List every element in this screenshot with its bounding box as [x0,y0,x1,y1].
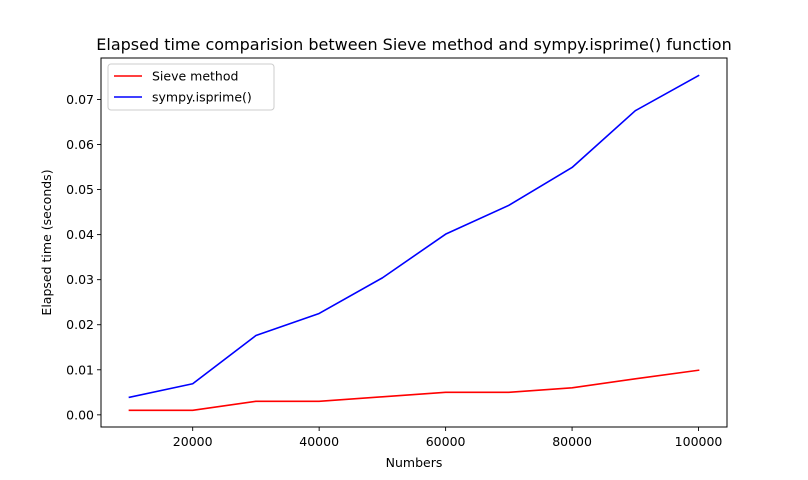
legend-label: sympy.isprime() [152,90,252,105]
x-tick-label: 20000 [173,434,213,449]
series-line-1 [128,369,700,412]
x-axis: 20000 40000 60000 80000 100000 [173,427,723,449]
y-tick-label: 0.01 [66,362,94,377]
x-tick-label: 80000 [552,434,592,449]
y-tick-label: 0.06 [66,137,94,152]
legend-label: Sieve method [152,69,238,84]
x-tick-label: 100000 [675,434,723,449]
y-tick-label: 0.03 [66,272,94,287]
y-tick-label: 0.05 [66,182,94,197]
y-tick-label: 0.02 [66,317,94,332]
y-tick-label: 0.07 [66,92,94,107]
plot-frame [100,57,728,428]
plot-area [128,74,700,412]
y-tick-label: 0.00 [66,407,94,422]
series-line-2 [128,74,700,399]
y-axis-label: Elapsed time (seconds) [39,169,54,315]
chart-title: Elapsed time comparision between Sieve m… [96,35,731,54]
legend: Sieve method sympy.isprime() [107,63,275,111]
x-axis-label: Numbers [386,455,443,470]
y-tick-label: 0.04 [66,227,94,242]
x-tick-label: 60000 [426,434,466,449]
legend-box [107,63,275,111]
y-axis: 0.00 0.01 0.02 0.03 0.04 0.05 0.06 0.07 [66,92,101,422]
x-tick-label: 40000 [299,434,339,449]
